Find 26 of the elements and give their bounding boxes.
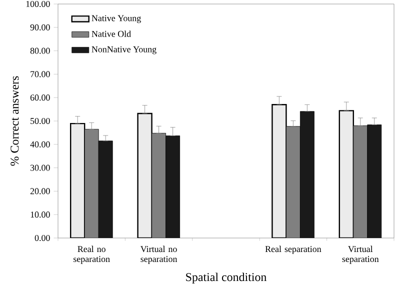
x-tick-label: Real no separation: [74, 246, 110, 264]
x-tick-label: Virtual no separation: [140, 246, 178, 264]
legend-label: Native Old: [92, 30, 131, 37]
bar: [367, 124, 382, 238]
legend-label: NonNative Young: [92, 46, 156, 54]
x-tick-label: Virtual separation: [342, 246, 379, 264]
legend-label: Native Young: [92, 15, 141, 24]
bar: [338, 110, 354, 238]
y-tick-label: 20.00: [30, 188, 50, 194]
y-axis-title: % Correct answers: [10, 76, 19, 166]
y-tick-label: 40.00: [30, 141, 50, 148]
y-tick-label: 100.00: [26, 0, 50, 8]
y-tick-label: 50.00: [30, 118, 50, 124]
y-tick-label: 60.00: [30, 94, 50, 101]
y-tick-label: 90.00: [30, 24, 50, 30]
x-tick-label: Real separation: [265, 246, 322, 254]
x-axis-title: Spatial condition: [186, 272, 267, 284]
bar: [166, 136, 180, 238]
y-tick-label: 10.00: [30, 212, 50, 218]
y-tick-label: 80.00: [30, 48, 50, 54]
bar: [70, 122, 86, 238]
bar: [98, 140, 113, 238]
y-tick-label: 0.00: [34, 234, 50, 242]
y-tick-label: 70.00: [30, 71, 50, 78]
y-tick-label: 30.00: [30, 164, 50, 171]
bar: [300, 111, 314, 238]
